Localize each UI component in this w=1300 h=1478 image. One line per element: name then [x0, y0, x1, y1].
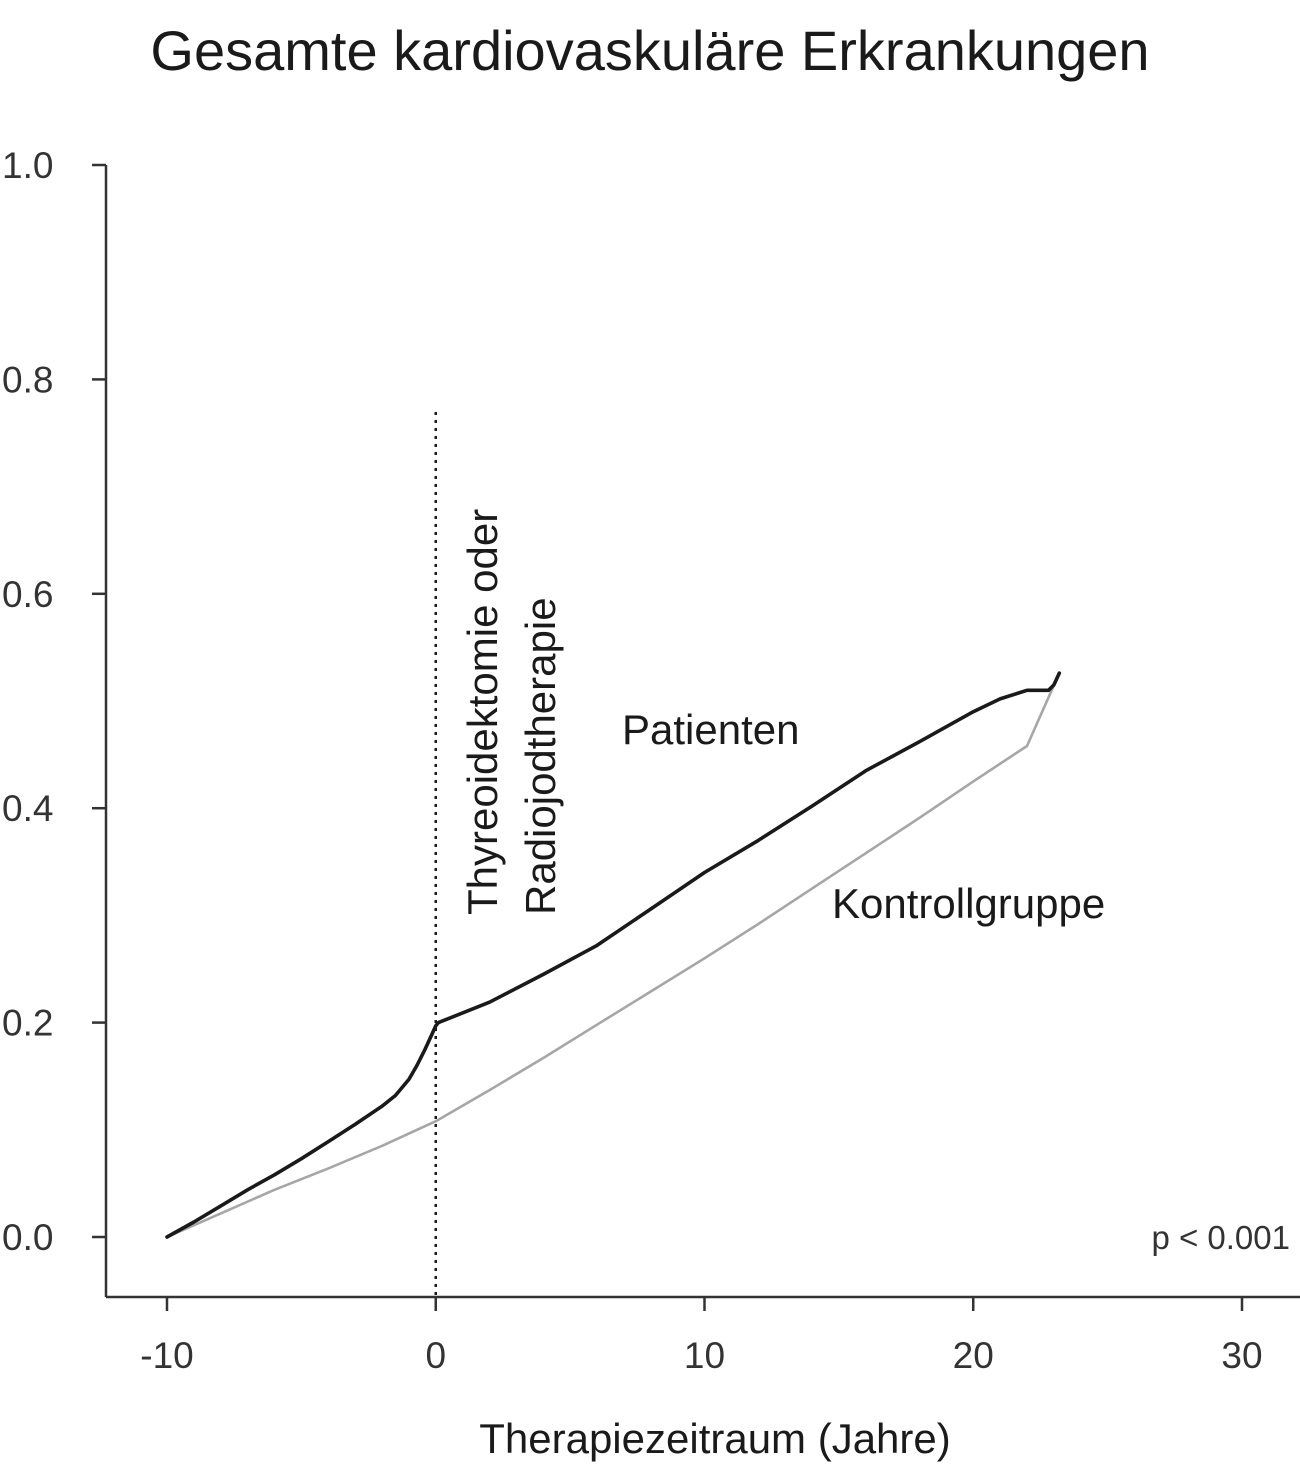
x-tick-label: -10	[140, 1335, 193, 1376]
y-tick-label: 0.4	[2, 788, 53, 829]
series-line-kontrollgruppe	[165, 671, 1061, 1239]
y-tick-label: 0.8	[2, 359, 53, 400]
axes: 0.0 0.2 0.4 0.6 0.8 1.0 -10 0 10 20 30	[2, 145, 1300, 1376]
y-tick-label: 0.0	[2, 1217, 53, 1258]
x-tick-label: 20	[953, 1335, 994, 1376]
p-value-label: p < 0.001	[1151, 1219, 1290, 1256]
series-label-kontrollgruppe: Kontrollgruppe	[832, 880, 1105, 927]
x-tick-label: 0	[425, 1335, 446, 1376]
y-tick-label: 0.2	[2, 1003, 53, 1044]
y-tick-label: 0.6	[2, 574, 53, 615]
vline-label-line2: Radiojodtherapie	[517, 597, 564, 915]
series-label-patienten: Patienten	[622, 706, 799, 753]
series-lines	[165, 671, 1062, 1239]
y-tick-label: 1.0	[2, 145, 53, 186]
x-tick-label: 10	[684, 1335, 725, 1376]
series-line-patienten	[165, 671, 1062, 1239]
x-axis-label: Therapiezeitraum (Jahre)	[479, 1415, 951, 1462]
chart-title: Gesamte kardiovaskuläre Erkrankungen	[150, 19, 1149, 82]
x-tick-label: 30	[1221, 1335, 1262, 1376]
vline-label-line1: Thyreoidektomie oder	[459, 509, 506, 915]
